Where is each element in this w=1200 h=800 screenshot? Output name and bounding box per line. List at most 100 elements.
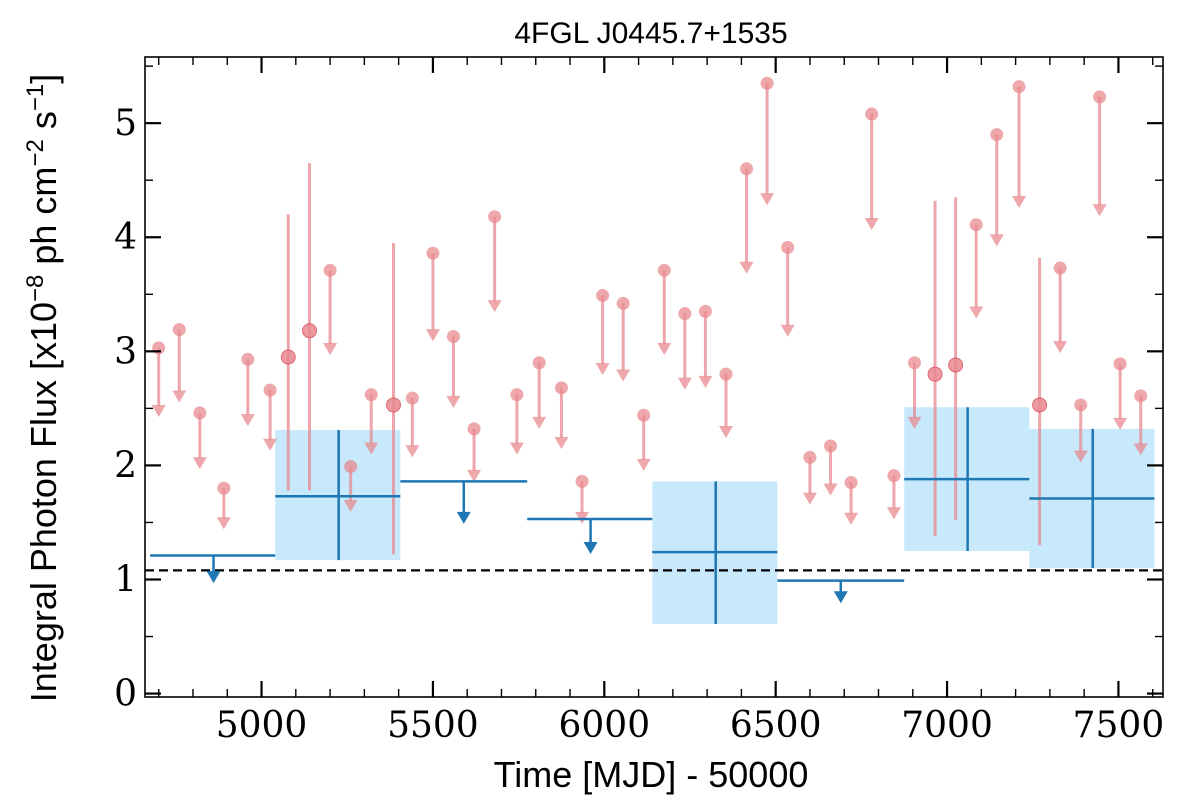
fine-bin-upper-limit-arrow <box>886 507 901 520</box>
fine-bin-upper-limit-point <box>532 356 546 370</box>
fine-bin-upper-limit-point <box>344 460 358 474</box>
fine-bin-upper-limit-arrow <box>844 512 859 525</box>
fine-bin-upper-limit-point <box>781 241 795 255</box>
fine-bin-upper-limit-point <box>1134 389 1148 403</box>
fine-bin-upper-limit-point <box>426 246 440 260</box>
y-axis-label-exp3: −1 <box>22 84 49 111</box>
fine-bin-upper-limit-arrow <box>487 300 502 313</box>
x-tick-label: 7500 <box>1073 705 1165 746</box>
fine-bin-upper-limit-arrow <box>1113 417 1128 430</box>
fine-bin-upper-limit-arrow <box>989 234 1004 247</box>
fine-bin-upper-limit-point <box>467 422 481 436</box>
fine-bin-upper-limit-arrow <box>718 426 733 439</box>
fine-bin-upper-limit-point <box>554 381 568 395</box>
x-tick-label: 7000 <box>901 705 993 746</box>
coarse-bin-upper-limit-arrow <box>206 571 221 584</box>
fine-bin-upper-limit-point <box>657 263 671 277</box>
x-axis-label: Time [MJD] - 50000 <box>494 754 809 795</box>
fine-bin-upper-limit-point <box>152 341 166 355</box>
fine-bin-upper-limit-arrow <box>532 416 547 429</box>
fine-bin-upper-limit-point <box>510 388 524 402</box>
chart-title: 4FGL J0445.7+1535 <box>514 17 787 50</box>
fine-bin-upper-limit-arrow <box>172 390 187 403</box>
y-axis-label-exp1: −8 <box>22 275 49 302</box>
fine-bin-upper-limit-arrow <box>1092 204 1107 217</box>
fine-bin-upper-limit-arrow <box>739 261 754 274</box>
fine-bin-upper-limit-point <box>446 330 460 344</box>
y-tick-label: 0 <box>114 674 137 715</box>
fine-bin-upper-limit-arrow <box>216 517 231 530</box>
fine-bin-upper-limit-point <box>241 352 255 366</box>
fine-bin-upper-limit-arrow <box>151 405 166 418</box>
fine-bin-upper-limit-point <box>698 304 712 318</box>
y-axis-label-tail: ] <box>23 74 64 84</box>
y-axis-label-lead: Integral Photon Flux [x10 <box>23 302 64 702</box>
fine-bin-upper-limit-arrow <box>263 438 278 451</box>
x-tick-label: 6000 <box>558 705 650 746</box>
y-axis-label-mid: ph cm <box>23 167 64 275</box>
fine-bin-upper-limit-point <box>1113 357 1127 371</box>
fine-bin-upper-limit-point <box>575 474 589 488</box>
fine-bin-upper-limit-point <box>678 307 692 321</box>
fine-bin-upper-limit-arrow <box>554 436 569 449</box>
fine-bin-upper-limit-point <box>1053 261 1067 275</box>
fine-bin-upper-limit-arrow <box>595 363 610 376</box>
fine-bin-upper-limit-point <box>405 391 419 405</box>
fine-bin-upper-limit-arrow <box>323 342 338 355</box>
plot-area <box>145 76 1163 624</box>
fine-bin-detection-point <box>386 397 402 413</box>
fine-bin-upper-limit-point <box>844 476 858 490</box>
y-axis-label-exp2: −2 <box>22 139 49 166</box>
fine-bin-upper-limit-point <box>803 450 817 464</box>
fine-bin-upper-limit-point <box>990 128 1004 142</box>
fine-bin-upper-limit-point <box>193 406 207 420</box>
axes: 5000 5500 6000 6500 7000 7500 0 1 2 3 4 5 <box>114 56 1165 746</box>
fine-bin-detection-point <box>280 349 296 365</box>
fine-bin-upper-limit-arrow <box>698 375 713 388</box>
fine-bin-upper-limit-point <box>323 263 337 277</box>
fine-bin-upper-limit-arrow <box>405 445 420 458</box>
fine-bin-upper-limit-arrow <box>1012 196 1027 209</box>
fine-bin-upper-limit-arrow <box>425 329 440 342</box>
coarse-bin-upper-limit-arrow <box>456 511 471 524</box>
fine-bin-detection-point <box>1032 397 1048 413</box>
x-tick-label: 5500 <box>387 705 479 746</box>
y-tick-label: 4 <box>114 217 137 258</box>
x-tick-label: 5000 <box>216 705 308 746</box>
fine-bin-detection-point <box>302 323 318 339</box>
fine-bin-upper-limit-arrow <box>1073 450 1088 463</box>
fine-bin-upper-limit-point <box>1012 80 1026 94</box>
fine-bin-upper-limit-point <box>760 76 774 90</box>
fine-bin-upper-limit-arrow <box>509 442 524 455</box>
fine-bin-upper-limit-point <box>263 383 277 397</box>
y-tick-label: 2 <box>114 445 137 486</box>
y-tick-label: 5 <box>114 103 137 144</box>
fine-bin-upper-limit-arrow <box>1053 341 1068 354</box>
fine-bin-upper-limit-point <box>364 388 378 402</box>
fine-bin-upper-limit-point <box>907 356 921 370</box>
fine-bin-upper-limit-point <box>488 210 502 224</box>
fine-bin-upper-limit-arrow <box>907 416 922 429</box>
fine-bin-upper-limit-arrow <box>240 414 255 427</box>
fine-bin-upper-limit-arrow <box>616 369 631 382</box>
fine-bin-upper-limit-arrow <box>677 377 692 390</box>
y-axis-label-mid2: s <box>23 111 64 139</box>
fine-bin-detection-point <box>927 366 943 382</box>
fine-bin-upper-limit-point <box>740 162 754 176</box>
fine-bin-upper-limit-arrow <box>969 306 984 319</box>
fine-bin-upper-limit-point <box>596 288 610 302</box>
fine-bin-upper-limit-point <box>1074 398 1088 412</box>
fine-bin-upper-limit-point <box>865 107 879 121</box>
fine-bin-upper-limit-point <box>824 439 838 453</box>
fine-bin-detection-point <box>948 357 964 373</box>
fine-bin-upper-limit-point <box>172 323 186 337</box>
fine-bin-upper-limit-arrow <box>1133 443 1148 456</box>
fine-bin-upper-limit-point <box>719 367 733 381</box>
fine-bin-upper-limit-arrow <box>760 193 775 206</box>
fine-bin-upper-limit-point <box>887 469 901 483</box>
fine-bin-upper-limit-arrow <box>192 457 207 470</box>
fine-bin-upper-limit-arrow <box>780 324 795 337</box>
fine-bin-upper-limit-point <box>616 296 630 310</box>
coarse-bin-upper-limit-arrow <box>833 591 848 604</box>
